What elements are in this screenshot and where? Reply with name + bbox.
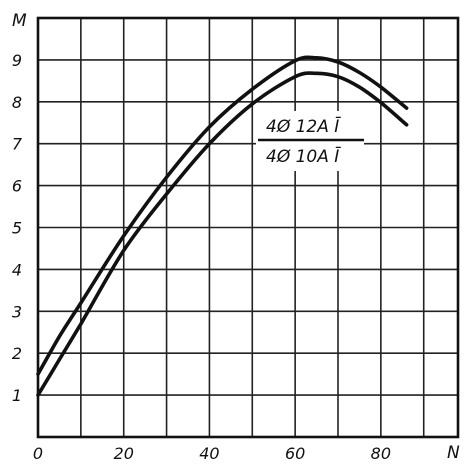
y-tick-label: 2 bbox=[12, 344, 22, 363]
tick-layer: 0 20 40 60 80 1 2 3 4 5 6 7 8 9 bbox=[12, 51, 391, 463]
series-line-2 bbox=[36, 71, 409, 397]
grid-layer bbox=[36, 16, 460, 439]
x-tick-label: 80 bbox=[371, 444, 391, 463]
y-tick-label: 6 bbox=[12, 177, 22, 196]
annotation-denominator: 4Ø 10A Ī bbox=[266, 145, 341, 167]
y-tick-label: 8 bbox=[12, 93, 22, 112]
y-tick-label: 9 bbox=[12, 51, 22, 70]
y-tick-label: 7 bbox=[12, 135, 23, 154]
x-tick-label: 20 bbox=[114, 444, 134, 463]
curve-layer bbox=[36, 55, 409, 397]
series-line-1 bbox=[36, 55, 409, 376]
plot-frame bbox=[36, 16, 460, 439]
y-tick-label: 4 bbox=[12, 260, 22, 279]
x-axis-label: N bbox=[447, 443, 460, 463]
y-tick-label: 3 bbox=[12, 302, 22, 321]
x-tick-label: 40 bbox=[199, 444, 219, 463]
x-tick-label: 60 bbox=[285, 444, 305, 463]
annotation-box: 4Ø 12A Ī 4Ø 10A Ī bbox=[256, 111, 364, 171]
y-axis-label: M bbox=[12, 11, 27, 31]
annotation-numerator: 4Ø 12A Ī bbox=[266, 115, 341, 137]
y-tick-label: 1 bbox=[12, 386, 22, 405]
x-tick-label: 0 bbox=[33, 444, 43, 463]
y-tick-label: 5 bbox=[12, 219, 22, 238]
